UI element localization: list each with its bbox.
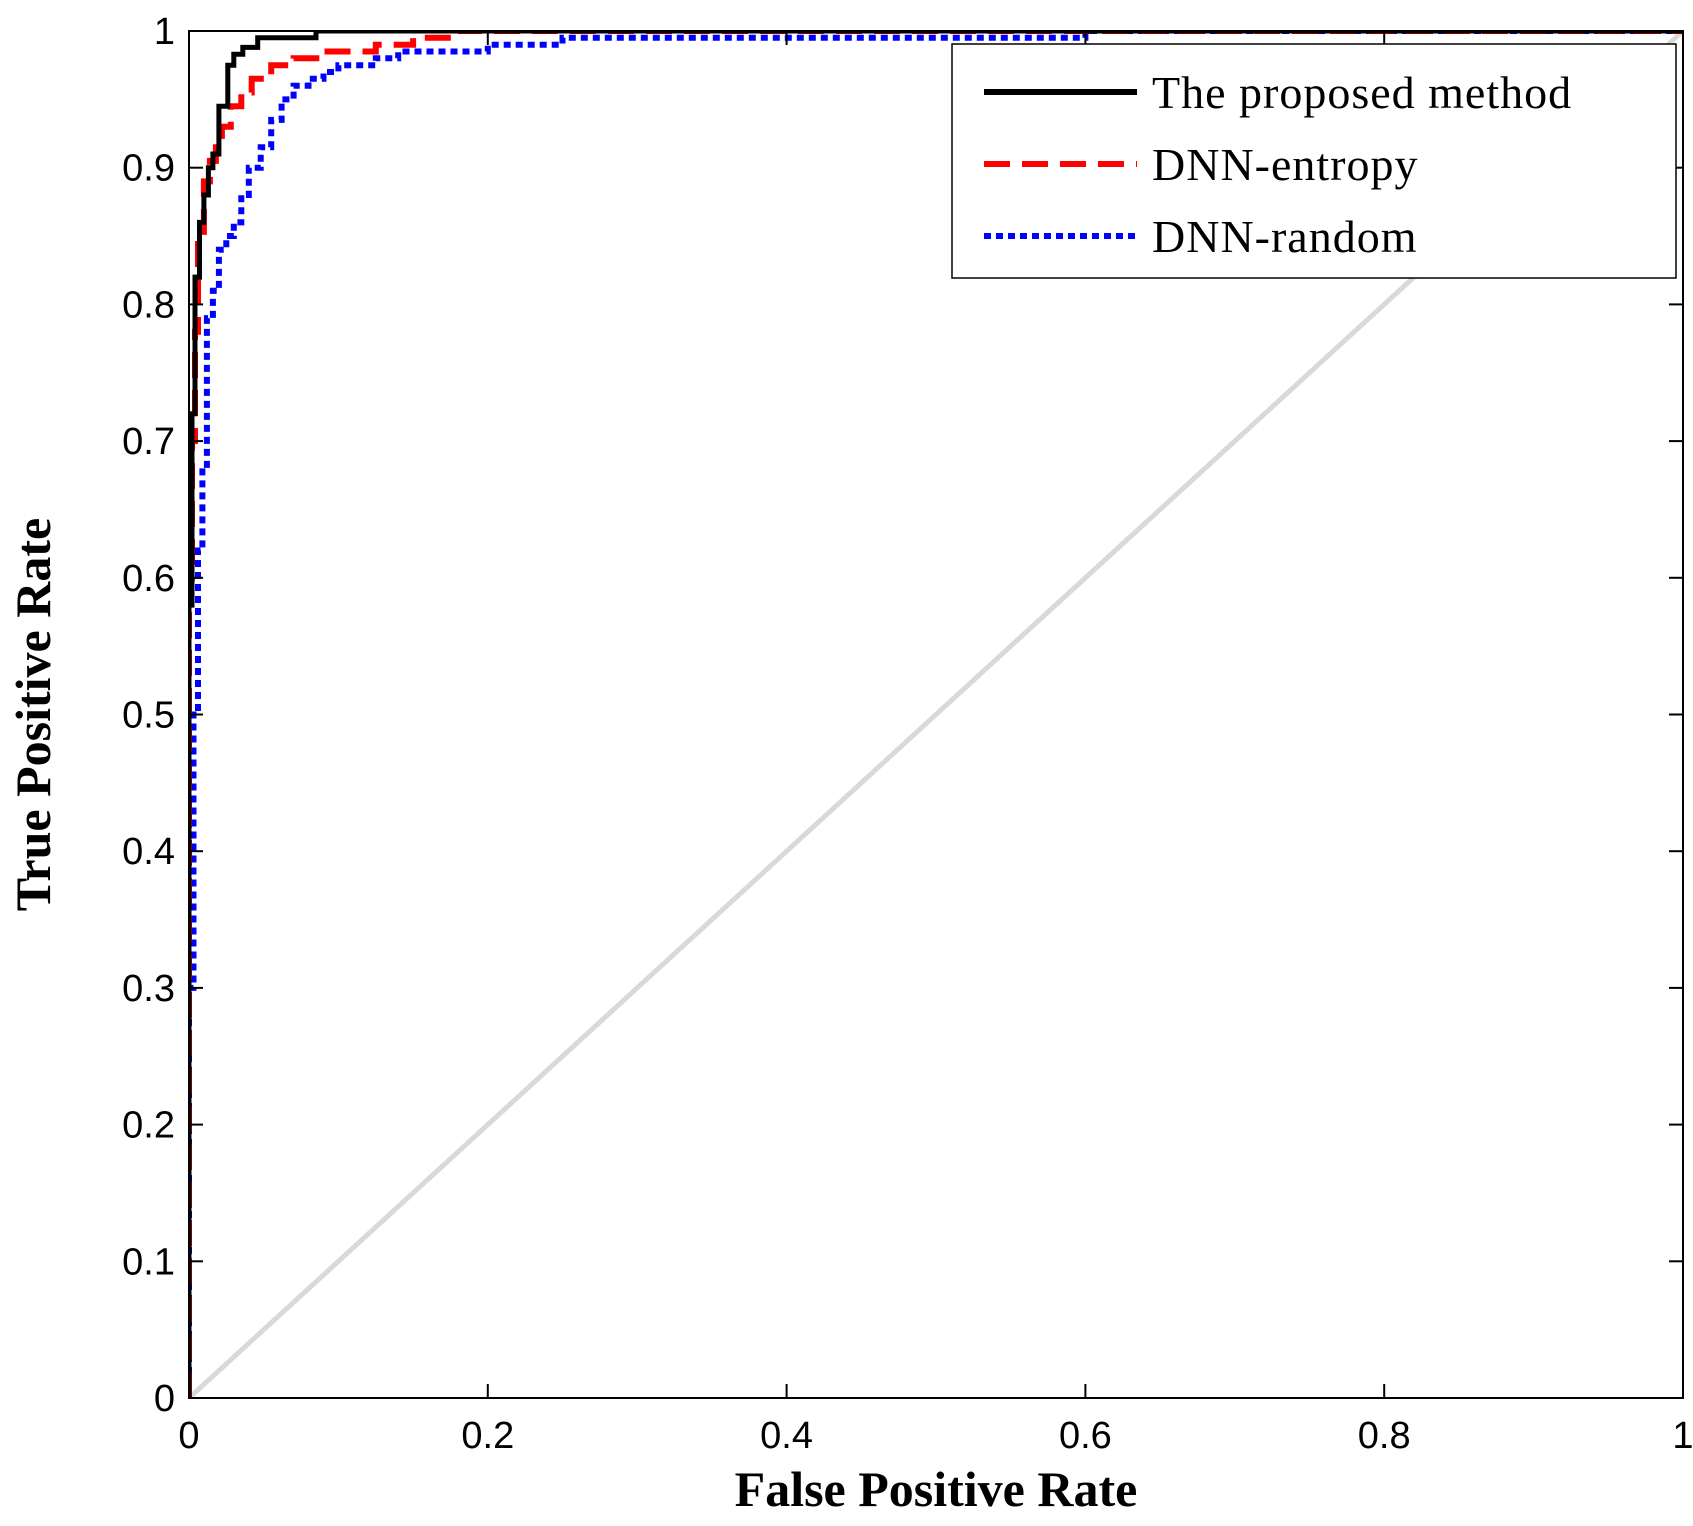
legend-label: DNN-random (1152, 211, 1418, 262)
x-tick-label: 0 (178, 1415, 199, 1457)
x-tick-label: 0.8 (1358, 1415, 1411, 1457)
y-tick-label: 0.8 (122, 284, 175, 326)
y-tick-label: 0.1 (122, 1241, 175, 1283)
axis-ticks: 0 0.2 0.4 0.6 0.8 1 0 0.1 0.2 0.3 0.4 0.5 0.6 0.7 0.8 0… (122, 11, 1693, 1457)
y-tick-label: 0.6 (122, 558, 175, 600)
series-line-dnn-random (189, 31, 1683, 1398)
legend-label: The proposed method (1152, 67, 1572, 118)
y-tick-label: 1 (154, 11, 175, 53)
y-tick-label: 0.2 (122, 1105, 175, 1147)
y-axis-title: True Positive Rate (5, 518, 61, 911)
x-tick-label: 1 (1672, 1415, 1693, 1457)
x-axis-title: False Positive Rate (735, 1461, 1138, 1517)
x-tick-label: 0.4 (760, 1415, 813, 1457)
y-tick-label: 0 (154, 1378, 175, 1420)
y-tick-label: 0.5 (122, 695, 175, 737)
y-tick-label: 0.3 (122, 968, 175, 1010)
legend: The proposed method DNN-entropy DNN-random (951, 43, 1677, 279)
y-tick-label: 0.9 (122, 148, 175, 190)
x-tick-label: 0.2 (461, 1415, 514, 1457)
x-tick-label: 0.6 (1059, 1415, 1112, 1457)
y-tick-label: 0.4 (122, 831, 175, 873)
legend-label: DNN-entropy (1152, 139, 1419, 190)
y-tick-label: 0.7 (122, 421, 175, 463)
series-line-the-proposed-method (189, 31, 1683, 1398)
